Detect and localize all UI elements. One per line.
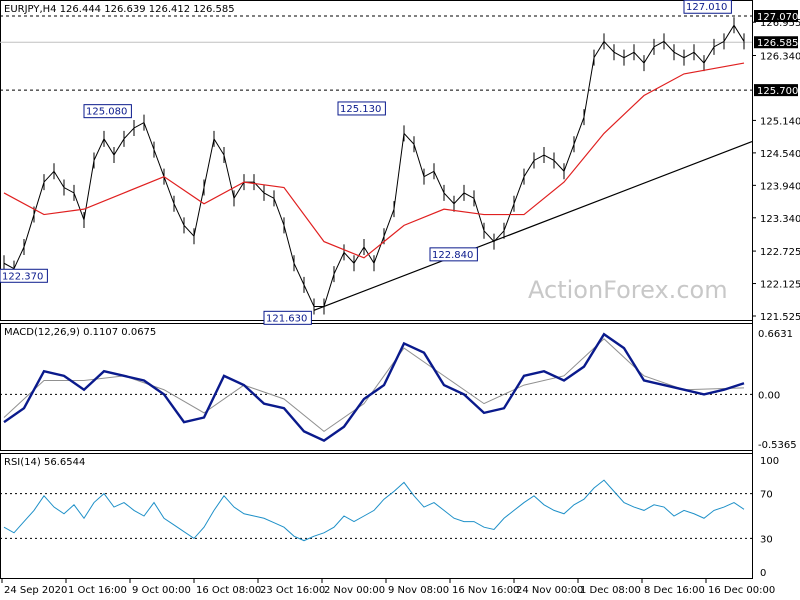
x-axis-label: 9 Oct 00:00 — [132, 585, 191, 596]
price-axis-label: 124.540 — [760, 149, 800, 160]
annotation-box — [683, 0, 732, 14]
price-annotations: 127.010 125.080 125.130 122.840 121.630 122.3… — [0, 0, 732, 325]
price-pane-title: EURJPY,H4 126.444 126.639 126.412 126.58… — [4, 4, 235, 15]
rsi-axis-label: 30 — [760, 534, 773, 545]
price-pane-frame — [0, 0, 753, 321]
x-axis-label: 16 Nov 16:00 — [452, 585, 519, 596]
x-axis: 24 Sep 2020 1 Oct 16:00 9 Oct 00:00 16 Oct … — [1, 579, 775, 596]
annotation-box — [429, 247, 478, 262]
rsi-axis-label: 0 — [760, 568, 766, 579]
price-axis-label: 125.700 — [757, 86, 798, 97]
rsi-axis-label: 70 — [760, 490, 773, 501]
annotation-label: 122.840 — [432, 250, 473, 261]
price-axis-label-box — [754, 36, 798, 49]
macd-axis: 0.6631 0.00 -0.5365 — [758, 329, 797, 451]
moving-average-line — [3, 62, 745, 259]
price-axis-label: 121.525 — [760, 312, 800, 323]
macd-axis-label: 0.00 — [758, 390, 780, 401]
rsi-line — [3, 479, 745, 542]
rsi-pane-title: RSI(14) 56.6544 — [4, 457, 85, 468]
rsi-pane-frame — [0, 453, 753, 579]
macd-series — [0, 332, 752, 443]
price-axis-label-box — [754, 10, 798, 22]
annotation-box — [337, 101, 386, 116]
annotation-box — [263, 310, 312, 325]
annotation-label: 127.010 — [686, 2, 727, 13]
x-axis-label: 16 Oct 08:00 — [196, 585, 261, 596]
support-trendline — [313, 140, 753, 311]
x-axis-label: 23 Oct 16:00 — [260, 585, 325, 596]
trendline — [313, 140, 753, 311]
annotation-label: 125.130 — [340, 104, 381, 115]
annotation-label: 121.630 — [266, 313, 307, 324]
price-series — [3, 17, 745, 315]
rsi-series — [0, 479, 752, 542]
annotation-box — [83, 104, 132, 119]
x-axis-label: 16 Dec 00:00 — [708, 585, 775, 596]
price-axis-label: 126.340 — [760, 51, 800, 62]
price-axis-label: 125.140 — [760, 116, 800, 127]
price-axis-label: 122.725 — [760, 247, 800, 258]
macd-line — [3, 332, 745, 443]
rsi-axis-label: 100 — [760, 456, 779, 467]
macd-pane-title: MACD(12,26,9) 0.1107 0.0675 — [4, 327, 156, 338]
annotation-box — [0, 268, 48, 283]
price-axis-label: 127.070 — [757, 12, 798, 23]
watermark: ActionForex.com — [528, 276, 728, 304]
price-axis-label: 126.585 — [757, 38, 798, 49]
macd-signal-line — [3, 338, 745, 432]
price-axis-label: 126.955 — [760, 18, 800, 29]
price-axis-label-box — [754, 84, 798, 97]
x-axis-label: 24 Sep 2020 — [4, 585, 67, 596]
price-axis-label: 123.340 — [760, 214, 800, 225]
x-axis-label: 2 Nov 00:00 — [324, 585, 385, 596]
macd-axis-label: -0.5365 — [758, 440, 797, 451]
price-axis-label: 123.940 — [760, 181, 800, 192]
price-levels — [0, 15, 752, 91]
annotation-label: 122.370 — [2, 271, 43, 282]
x-axis-label: 24 Nov 00:00 — [516, 585, 583, 596]
price-axis-label: 122.125 — [760, 280, 800, 291]
x-axis-label: 9 Nov 08:00 — [388, 585, 449, 596]
x-axis-label: 1 Oct 16:00 — [68, 585, 127, 596]
rsi-axis: 100 70 30 0 — [760, 456, 779, 579]
x-axis-label: 1 Dec 08:00 — [580, 585, 641, 596]
x-axis-label: 8 Dec 16:00 — [644, 585, 705, 596]
annotation-label: 125.080 — [86, 107, 127, 118]
macd-axis-label: 0.6631 — [758, 329, 793, 340]
